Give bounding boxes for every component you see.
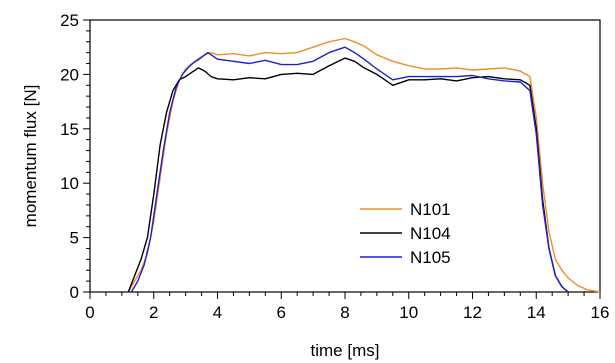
legend: N101 N104 N105 — [360, 200, 451, 267]
x-tick-label: 16 — [591, 303, 610, 322]
x-tick-label: 10 — [399, 303, 418, 322]
series-line-n105 — [130, 46, 569, 293]
x-axis-title: time [ms] — [311, 341, 380, 360]
series-line-n104 — [127, 57, 569, 293]
x-tick-label: 8 — [340, 303, 349, 322]
x-tick-label: 2 — [149, 303, 158, 322]
legend-label-n105: N105 — [410, 248, 451, 267]
x-tick-label: 14 — [527, 303, 546, 322]
y-tick-label: 5 — [70, 229, 79, 248]
series-line-n101 — [127, 37, 601, 293]
y-axis-title: momentum flux [N] — [21, 85, 40, 228]
x-tick-label: 6 — [277, 303, 286, 322]
y-tick-label: 10 — [60, 174, 79, 193]
series-layer — [127, 37, 601, 293]
legend-label-n104: N104 — [410, 224, 451, 243]
plot-frame — [89, 19, 601, 293]
tick-labels: 0 2 4 6 8 10 12 14 16 0 5 10 15 20 25 — [60, 11, 609, 322]
legend-label-n101: N101 — [410, 200, 451, 219]
y-tick-label: 0 — [70, 283, 79, 302]
plot-border — [89, 19, 601, 293]
x-tick-label: 4 — [213, 303, 222, 322]
tick-marks — [83, 19, 601, 299]
y-tick-label: 25 — [60, 11, 79, 30]
x-tick-label: 0 — [85, 303, 94, 322]
y-tick-label: 15 — [60, 120, 79, 139]
y-tick-label: 20 — [60, 65, 79, 84]
x-tick-label: 12 — [463, 303, 482, 322]
